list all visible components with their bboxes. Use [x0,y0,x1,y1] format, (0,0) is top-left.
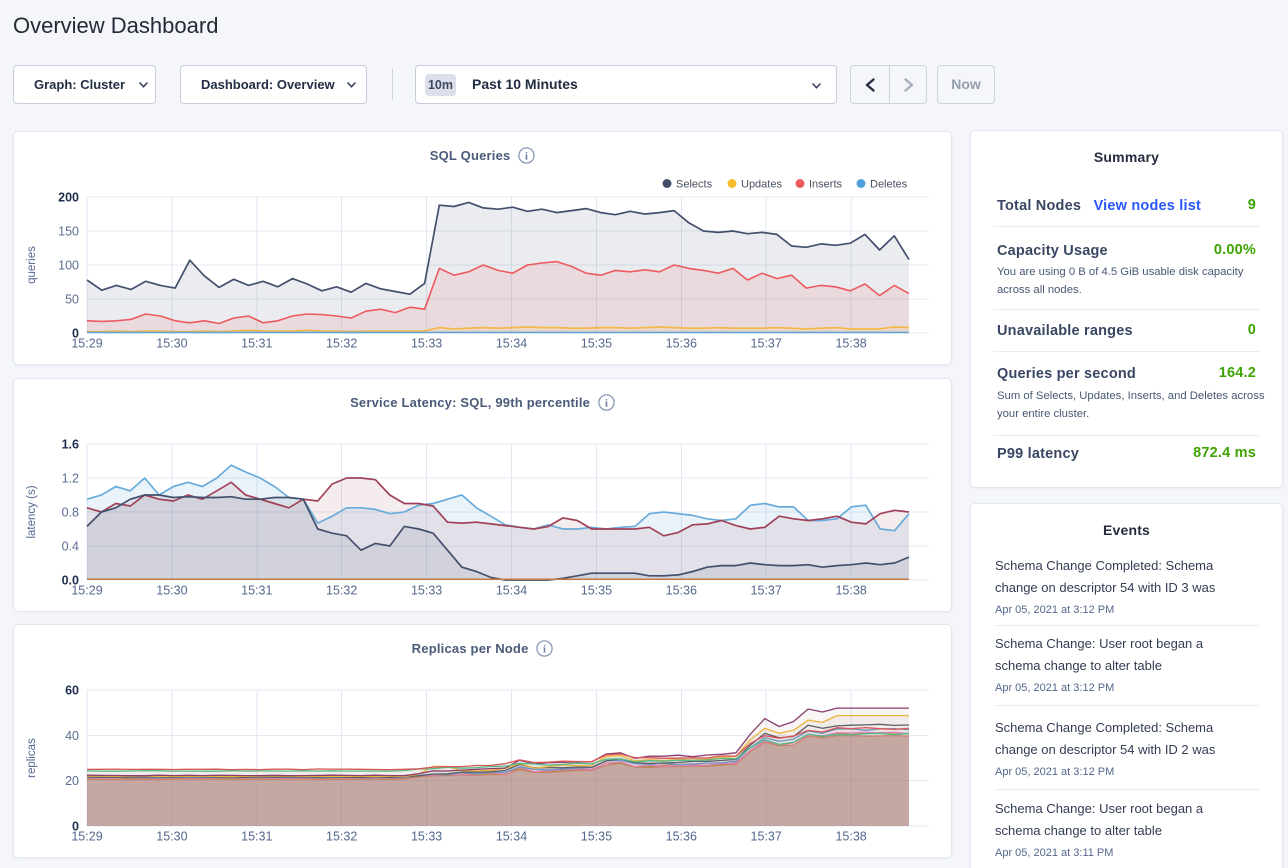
svg-text:15:34: 15:34 [496,584,527,598]
svg-text:15:36: 15:36 [666,830,697,844]
svg-text:15:34: 15:34 [496,337,527,351]
svg-text:15:33: 15:33 [411,830,442,844]
svg-text:15:29: 15:29 [71,830,102,844]
svg-text:i: i [525,151,528,162]
svg-text:i: i [605,398,608,409]
svg-text:15:33: 15:33 [411,337,442,351]
svg-text:15:33: 15:33 [411,584,442,598]
svg-text:Selects: Selects [676,179,713,191]
svg-text:Updates: Updates [741,179,782,191]
svg-text:15:29: 15:29 [71,584,102,598]
svg-text:Inserts: Inserts [809,179,843,191]
svg-text:Deletes: Deletes [870,179,908,191]
svg-text:15:35: 15:35 [581,337,612,351]
svg-text:15:32: 15:32 [326,830,357,844]
svg-text:15:31: 15:31 [241,830,272,844]
svg-text:60: 60 [65,684,79,698]
svg-text:15:29: 15:29 [71,337,102,351]
svg-text:latency (s): latency (s) [26,485,38,538]
svg-text:replicas: replicas [26,738,38,778]
svg-text:0: 0 [72,820,79,834]
svg-text:15:38: 15:38 [835,584,866,598]
svg-text:15:32: 15:32 [326,584,357,598]
svg-text:15:37: 15:37 [751,830,782,844]
svg-text:15:37: 15:37 [751,337,782,351]
svg-text:15:36: 15:36 [666,584,697,598]
svg-text:1.2: 1.2 [62,472,79,486]
svg-text:50: 50 [65,293,79,307]
svg-text:1.6: 1.6 [62,438,79,452]
svg-text:200: 200 [58,191,79,205]
svg-text:0.8: 0.8 [62,506,79,520]
svg-text:15:35: 15:35 [581,830,612,844]
svg-text:20: 20 [65,774,79,788]
svg-text:i: i [543,644,546,655]
svg-text:0.0: 0.0 [62,574,79,588]
svg-text:15:31: 15:31 [241,337,272,351]
svg-text:15:35: 15:35 [581,584,612,598]
svg-text:0: 0 [72,327,79,341]
svg-text:40: 40 [65,729,79,743]
svg-text:0.4: 0.4 [62,540,79,554]
svg-text:15:30: 15:30 [156,830,187,844]
svg-text:150: 150 [58,225,79,239]
svg-text:15:32: 15:32 [326,337,357,351]
svg-text:15:38: 15:38 [835,830,866,844]
svg-text:100: 100 [58,259,79,273]
svg-text:queries: queries [26,246,38,284]
svg-text:15:30: 15:30 [156,337,187,351]
svg-text:15:38: 15:38 [835,337,866,351]
svg-text:15:36: 15:36 [666,337,697,351]
svg-text:15:34: 15:34 [496,830,527,844]
svg-text:15:37: 15:37 [751,584,782,598]
svg-text:15:31: 15:31 [241,584,272,598]
svg-text:15:30: 15:30 [156,584,187,598]
